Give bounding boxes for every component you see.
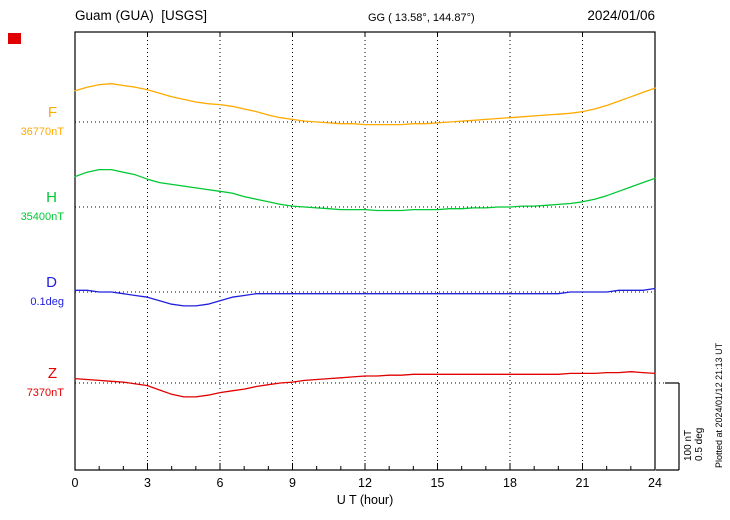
- series-label-F: F: [48, 104, 57, 121]
- station-coordinates: GG ( 13.58°, 144.87°): [368, 12, 475, 24]
- xtick-label-9: 9: [289, 476, 296, 490]
- scale-bar-label-nt: 100 nT: [683, 430, 694, 461]
- series-baseline-label-D: 0.1deg: [30, 296, 64, 308]
- series-baseline-label-Z: 7370nT: [27, 387, 65, 399]
- plotted-at-note: Plotted at 2024/01/12 21:13 UT: [714, 342, 724, 468]
- xtick-label-12: 12: [358, 476, 372, 490]
- xtick-label-15: 15: [431, 476, 445, 490]
- trace-Z: [74, 371, 656, 398]
- xtick-label-18: 18: [503, 476, 517, 490]
- series-label-D: D: [46, 274, 57, 291]
- scale-bar-label-deg: 0.5 deg: [694, 428, 705, 461]
- series-baseline-label-F: 36770nT: [21, 126, 65, 138]
- xtick-label-21: 21: [576, 476, 590, 490]
- xtick-label-0: 0: [72, 476, 79, 490]
- trace-F: [74, 83, 656, 126]
- trace-D: [74, 287, 656, 307]
- xtick-label-24: 24: [648, 476, 662, 490]
- xtick-label-3: 3: [144, 476, 151, 490]
- series-label-H: H: [46, 189, 57, 206]
- series-baseline-label-H: 35400nT: [21, 211, 65, 223]
- x-axis-label: U T (hour): [337, 493, 394, 507]
- series-label-Z: Z: [48, 365, 57, 382]
- red-square-marker: [8, 33, 21, 44]
- trace-H: [74, 168, 656, 212]
- station-title: Guam (GUA) [USGS]: [75, 8, 208, 23]
- xtick-label-6: 6: [217, 476, 224, 490]
- plot-date: 2024/01/06: [587, 8, 655, 23]
